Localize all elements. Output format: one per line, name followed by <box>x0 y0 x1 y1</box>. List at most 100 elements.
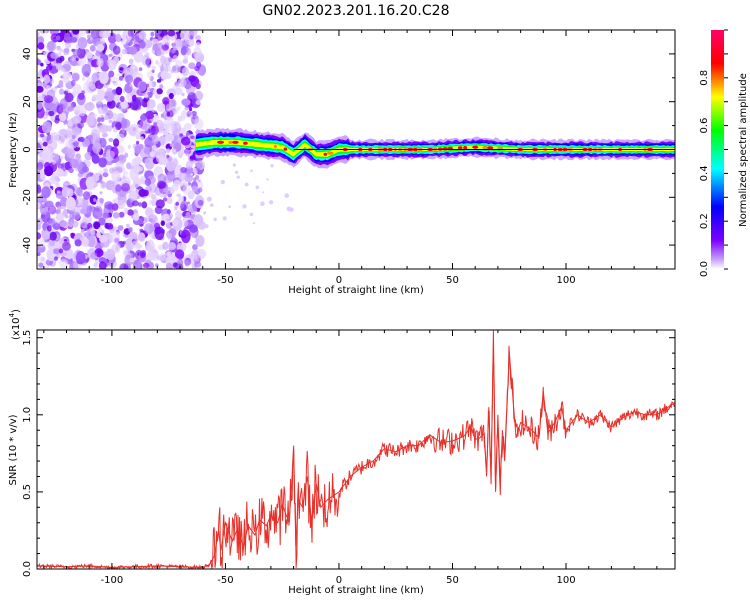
noise-speckle-dot <box>166 197 173 204</box>
noise-speckle-dot <box>39 133 45 138</box>
noise-speckle-dot <box>41 149 51 160</box>
noise-speckle-dot <box>182 216 189 222</box>
noise-speckle-dot <box>84 102 95 111</box>
noise-speckle-dot <box>115 33 122 42</box>
faint-scatter-dot <box>209 203 214 208</box>
noise-speckle-dot <box>172 219 179 227</box>
noise-speckle-dot <box>127 209 134 216</box>
noise-speckle-dot <box>167 30 176 37</box>
noise-speckle-dot <box>164 214 170 220</box>
noise-speckle-dot <box>141 54 150 66</box>
noise-speckle-dot <box>190 135 195 140</box>
x-tick-label: 50 <box>446 275 459 286</box>
faint-scatter-dot <box>236 175 240 179</box>
noise-speckle-dot <box>191 185 198 192</box>
noise-speckle-dot <box>103 168 108 174</box>
noise-speckle-dot <box>194 90 204 101</box>
noise-speckle-dot <box>181 98 191 106</box>
noise-speckle-dot <box>175 87 183 96</box>
noise-speckle-dot <box>92 113 97 118</box>
noise-speckle-dot <box>146 70 154 79</box>
spectrogram-y-label: Frequency (Hz) <box>8 112 19 188</box>
noise-speckle-dot <box>106 217 113 224</box>
noise-speckle-dot <box>127 30 134 37</box>
noise-speckle-dot <box>123 207 129 215</box>
noise-speckle-dot <box>107 224 114 230</box>
noise-speckle-dot <box>133 51 144 63</box>
noise-speckle-dot <box>79 136 85 142</box>
noise-speckle-dot <box>194 118 204 131</box>
noise-speckle-dot <box>57 205 62 212</box>
signal-core-dot <box>283 147 288 151</box>
signal-core-dot <box>273 144 277 148</box>
snr-panel: -100 -50 0 50 100 0.0 0.5 1.0 1.5 Height of str… <box>8 309 676 596</box>
noise-speckle-dot <box>45 126 51 133</box>
noise-speckle-dot <box>195 160 203 169</box>
noise-speckle-dot <box>75 57 79 61</box>
noise-speckle-dot <box>70 71 81 83</box>
noise-speckle-dot <box>77 92 85 100</box>
noise-speckle-dot <box>69 213 75 219</box>
signal-core-dot <box>228 140 233 144</box>
noise-speckle-dot <box>90 252 97 260</box>
x-tick-label: 50 <box>446 575 459 586</box>
noise-speckle-dot <box>186 110 192 117</box>
noise-speckle-dot <box>119 263 129 269</box>
noise-speckle-dot <box>86 235 96 248</box>
noise-speckle-dot <box>135 184 139 189</box>
noise-speckle-dot <box>60 162 67 172</box>
noise-speckle-dot <box>181 92 185 97</box>
noise-speckle-dot <box>98 217 106 226</box>
noise-speckle-dot <box>52 159 57 165</box>
faint-scatter-dot <box>228 205 231 208</box>
noise-speckle-dot <box>177 78 187 88</box>
svg-text:(x104): (x104) <box>8 309 22 340</box>
noise-speckle-dot <box>118 211 125 218</box>
noise-speckle-dot <box>55 86 59 89</box>
colorbar-tick-label: 0.0 <box>699 261 710 277</box>
noise-speckle-dot <box>40 62 44 67</box>
noise-speckle-dot <box>174 249 185 259</box>
noise-speckle-dot <box>166 122 175 133</box>
noise-speckle-dot <box>151 128 157 134</box>
noise-speckle-dot <box>143 262 150 269</box>
noise-speckle-dot <box>44 162 51 170</box>
noise-speckle-dot <box>112 45 121 55</box>
noise-speckle-dot <box>180 167 188 174</box>
y-tick-label: 0.0 <box>22 561 33 577</box>
noise-speckle-dot <box>63 119 69 125</box>
snr-y-multiplier: (x104) <box>8 309 22 340</box>
noise-speckle-dot <box>178 195 184 202</box>
noise-speckle-dot <box>140 136 144 141</box>
noise-speckle-dot <box>89 83 96 90</box>
noise-speckle-dot <box>72 30 80 35</box>
noise-speckle-dot <box>153 222 161 230</box>
noise-speckle-dot <box>102 172 109 178</box>
noise-speckle-dot <box>115 184 122 192</box>
noise-speckle-dot <box>48 110 55 117</box>
noise-speckle-dot <box>168 157 172 162</box>
faint-scatter-dot <box>213 217 217 222</box>
noise-speckle-dot <box>79 219 90 229</box>
noise-speckle-dot <box>63 32 71 41</box>
noise-speckle-dot <box>159 193 164 198</box>
signal-core-dot <box>472 145 479 149</box>
noise-speckle-dot <box>70 232 75 237</box>
noise-speckle-dot <box>160 220 165 226</box>
noise-speckle-dot <box>160 70 169 81</box>
noise-speckle-dot <box>37 32 40 37</box>
noise-speckle-dot <box>86 51 93 59</box>
noise-speckle-dot <box>41 201 45 205</box>
noise-speckle-dot <box>148 218 153 222</box>
noise-speckle-dot <box>113 138 120 147</box>
noise-speckle-dot <box>37 85 44 93</box>
noise-speckle-dot <box>154 43 159 47</box>
noise-speckle-dot <box>162 63 167 68</box>
noise-speckle-dot <box>161 255 167 260</box>
noise-speckle-dot <box>182 183 192 196</box>
noise-speckle-dot <box>57 46 61 51</box>
colorbar-tick-label: 0.6 <box>699 118 710 134</box>
noise-speckle-dot <box>81 166 90 173</box>
y-tick-label: 1.0 <box>22 407 33 423</box>
noise-speckle-dot <box>98 157 107 168</box>
